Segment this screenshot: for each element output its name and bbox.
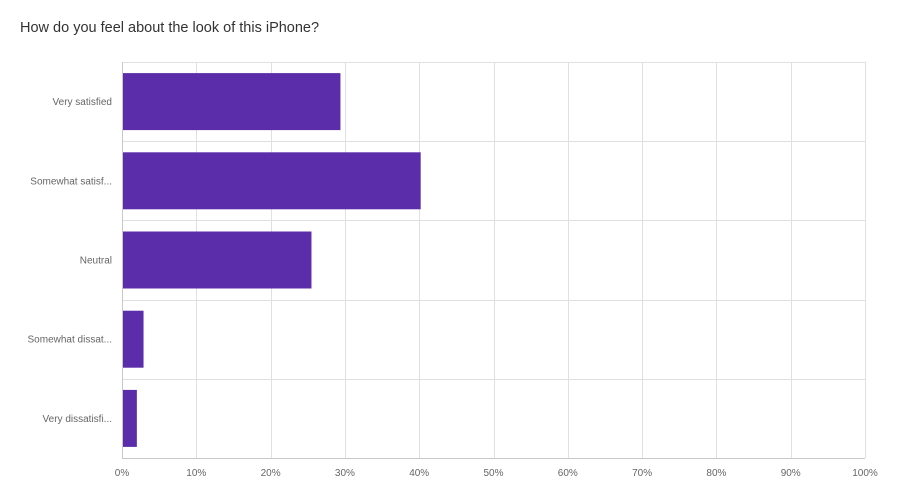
x-tick-label: 40% xyxy=(409,468,429,479)
category-label: Neutral xyxy=(80,256,112,267)
x-tick-label: 90% xyxy=(781,468,801,479)
bars xyxy=(122,73,421,447)
category-label: Very dissatisfi... xyxy=(43,414,112,425)
x-tick-label: 60% xyxy=(558,468,578,479)
bar xyxy=(122,152,421,210)
bar xyxy=(122,310,144,368)
grid-lines xyxy=(122,62,866,459)
axes xyxy=(122,62,865,459)
category-label: Somewhat satisf... xyxy=(30,176,112,187)
bar xyxy=(122,73,341,131)
labels: 0% 10% 20% 30% 40% 50% 60% 70% 80% 90% 100% Very sa… xyxy=(28,97,878,479)
question-title: How do you feel about the look of this i… xyxy=(20,20,320,36)
x-tick-label: 30% xyxy=(335,468,355,479)
x-tick-label: 50% xyxy=(483,468,503,479)
x-tick-label: 100% xyxy=(852,468,878,479)
x-tick-label: 10% xyxy=(186,468,206,479)
category-label: Very satisfied xyxy=(53,97,112,108)
x-tick-label: 0% xyxy=(115,468,130,479)
bar xyxy=(122,231,312,289)
x-tick-label: 20% xyxy=(261,468,281,479)
x-tick-label: 80% xyxy=(706,468,726,479)
category-label: Somewhat dissat... xyxy=(28,335,112,346)
x-tick-label: 70% xyxy=(632,468,652,479)
bar xyxy=(122,389,137,447)
